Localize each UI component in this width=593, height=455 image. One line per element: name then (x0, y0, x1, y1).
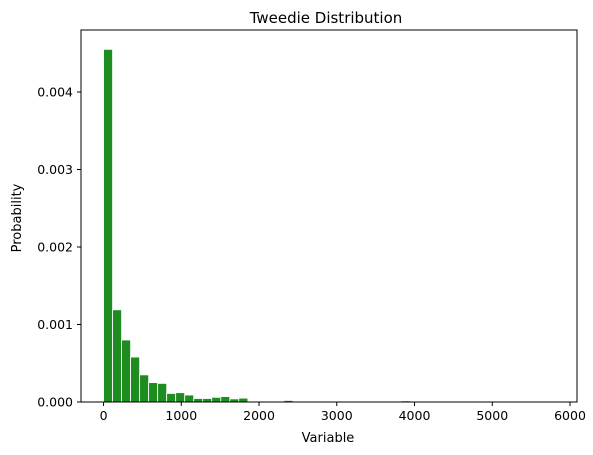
y-axis-label: Probability (10, 183, 25, 252)
histogram-bar (103, 48, 113, 403)
y-tick-label: 0.001 (37, 317, 73, 332)
x-tick-label: 4000 (399, 408, 431, 423)
histogram-bar (139, 374, 150, 403)
x-tick-label: 5000 (476, 408, 508, 423)
histogram-bar (166, 393, 177, 403)
histogram-bar (220, 396, 231, 403)
plot-frame (80, 29, 578, 403)
histogram-bar (184, 394, 195, 403)
histogram-bar (121, 339, 131, 403)
histogram-bar (112, 309, 122, 403)
y-tick-label: 0.004 (37, 85, 73, 100)
bars-group (103, 48, 555, 403)
y-tick-label: 0.002 (37, 240, 73, 255)
x-axis-label: Variable (302, 431, 355, 446)
histogram-bar (202, 398, 213, 403)
histogram-bar (175, 392, 186, 403)
histogram-bar (157, 382, 168, 403)
histogram-bar (211, 396, 222, 403)
histogram-bar (238, 397, 249, 403)
y-tick-label: 0.003 (37, 162, 73, 177)
x-tick-label: 3000 (321, 408, 353, 423)
x-tick-label: 6000 (554, 408, 586, 423)
histogram-bar (193, 398, 204, 403)
x-axis-ticks: 0 1000 2000 3000 4000 5000 6000 (100, 402, 586, 423)
x-tick-label: 1000 (165, 408, 197, 423)
x-tick-label: 2000 (243, 408, 275, 423)
chart-title: Tweedie Distribution (249, 9, 403, 27)
y-axis-ticks: 0.000 0.001 0.002 0.003 0.004 (37, 85, 81, 410)
histogram-bar (130, 356, 141, 403)
histogram-bar (148, 382, 159, 403)
y-tick-label: 0.000 (37, 395, 73, 410)
x-tick-label: 0 (100, 408, 108, 423)
